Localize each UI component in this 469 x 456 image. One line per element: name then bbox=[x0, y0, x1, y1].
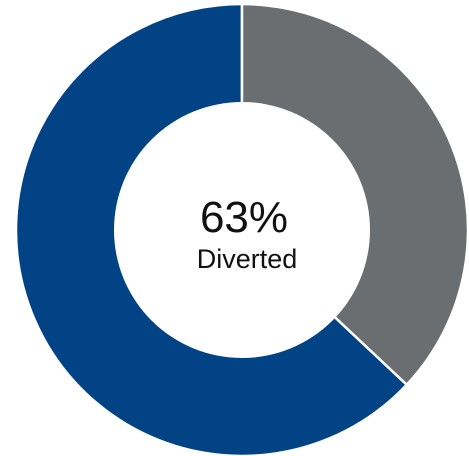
center-label: Diverted bbox=[197, 244, 298, 274]
center-value: 63% bbox=[200, 193, 288, 242]
donut-hole bbox=[114, 102, 370, 358]
